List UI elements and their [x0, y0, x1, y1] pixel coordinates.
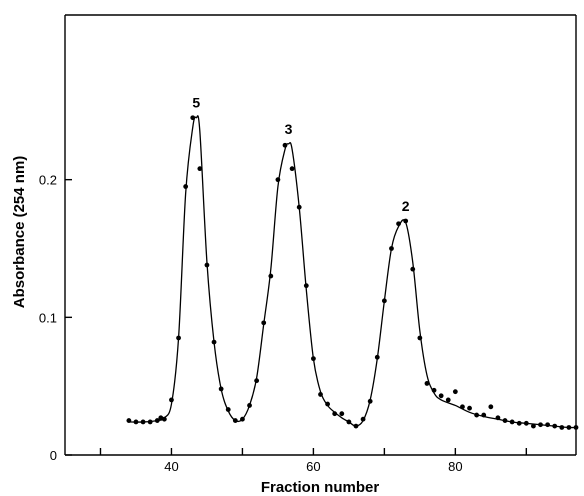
data-point: [325, 401, 330, 407]
data-point: [545, 422, 551, 428]
data-point: [467, 405, 472, 411]
y-tick-label: 0: [50, 448, 57, 463]
data-point: [147, 419, 153, 425]
fitted-curve: [128, 115, 577, 429]
data-point: [154, 418, 160, 423]
data-point: [360, 416, 366, 422]
data-point: [445, 397, 451, 403]
axes: [64, 14, 577, 456]
peak-label: 2: [402, 198, 410, 214]
y-tick-label: 0.1: [39, 310, 57, 325]
data-point: [566, 425, 572, 430]
x-tick-label: 80: [448, 459, 462, 474]
data-point: [197, 166, 203, 172]
data-point: [161, 416, 167, 422]
peak-label: 3: [285, 121, 293, 137]
data-point: [538, 422, 543, 428]
x-tick-label: 40: [164, 459, 178, 474]
data-point: [225, 407, 231, 412]
data-point: [410, 266, 416, 272]
y-tick-label: 0.2: [39, 173, 57, 188]
data-point: [396, 221, 401, 227]
data-point: [275, 177, 281, 183]
data-point: [431, 387, 437, 393]
data-point: [552, 423, 558, 429]
data-point: [289, 166, 295, 172]
peak-label: 5: [192, 95, 200, 111]
data-point: [502, 418, 508, 423]
data-point: [389, 246, 394, 251]
data-point: [303, 283, 309, 289]
data-points: [126, 115, 579, 430]
data-point: [133, 419, 139, 425]
data-point: [332, 411, 338, 417]
data-point: [346, 419, 352, 425]
data-point: [211, 339, 217, 345]
data-point: [140, 419, 146, 425]
data-point: [516, 420, 522, 426]
data-point: [126, 418, 132, 423]
data-point: [474, 412, 480, 418]
data-point: [183, 184, 189, 189]
data-point: [523, 420, 529, 426]
data-point: [438, 393, 444, 399]
data-point: [311, 356, 316, 362]
data-point: [218, 386, 224, 392]
data-point: [318, 392, 323, 397]
data-point: [495, 415, 501, 421]
y-axis-title: Absorbance (254 nm): [11, 156, 28, 309]
data-point: [374, 354, 380, 360]
data-point: [460, 404, 465, 410]
data-point: [481, 412, 487, 418]
data-point: [417, 335, 423, 341]
data-point: [190, 115, 196, 121]
data-point: [282, 142, 288, 148]
data-point: [254, 378, 260, 384]
data-point: [296, 204, 302, 210]
data-point: [403, 218, 409, 224]
data-point: [509, 419, 515, 425]
data-point: [232, 418, 238, 423]
data-point: [169, 397, 174, 403]
data-point: [240, 416, 245, 422]
data-point: [424, 381, 430, 386]
data-point: [573, 425, 579, 430]
fitted-curve-path: [128, 115, 577, 429]
data-point: [339, 411, 345, 417]
data-point: [261, 320, 267, 326]
data-point: [559, 425, 565, 430]
data-point: [247, 403, 252, 408]
data-point: [367, 398, 373, 404]
data-point: [204, 262, 210, 268]
data-point: [488, 404, 494, 410]
data-point: [381, 298, 387, 304]
data-point: [268, 273, 274, 279]
x-axis-title: Fraction number: [261, 479, 380, 496]
data-point: [176, 335, 181, 341]
data-point: [531, 423, 536, 429]
data-point: [353, 423, 359, 429]
ticks: 40 60 80 0 0.1 0.2: [39, 173, 528, 474]
peak-labels: 5 3 2: [192, 95, 409, 214]
data-point: [452, 389, 458, 395]
x-tick-label: 60: [306, 459, 320, 474]
